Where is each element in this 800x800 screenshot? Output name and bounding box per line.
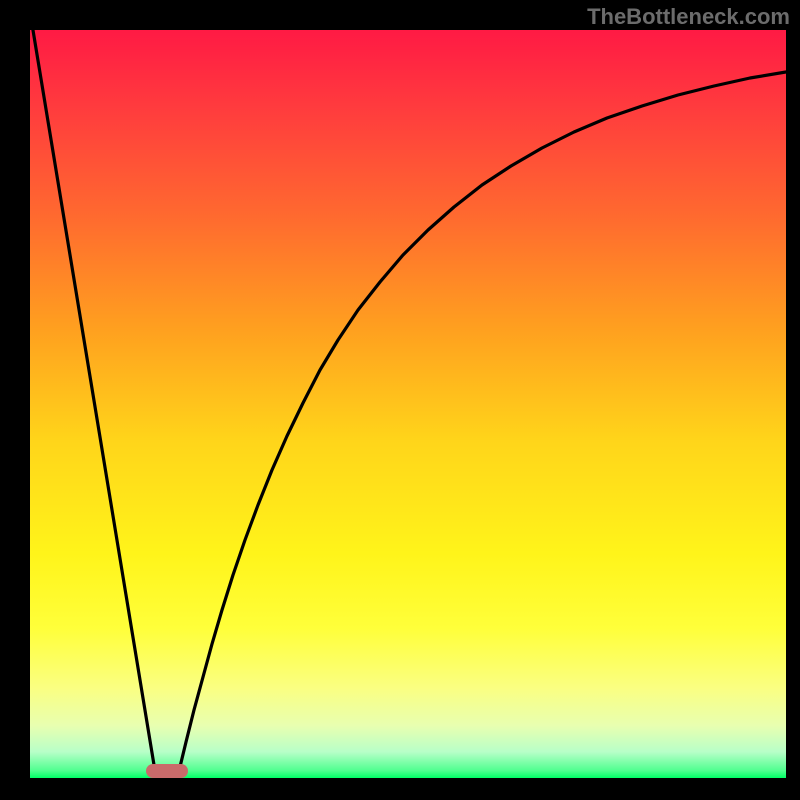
optimum-marker <box>146 764 188 778</box>
chart-root: TheBottleneck.com <box>0 0 800 800</box>
watermark-label: TheBottleneck.com <box>587 4 790 30</box>
left-bottleneck-line <box>30 30 155 771</box>
right-bottleneck-curve <box>179 72 786 771</box>
plot-area <box>30 30 786 778</box>
curve-layer <box>30 30 786 778</box>
